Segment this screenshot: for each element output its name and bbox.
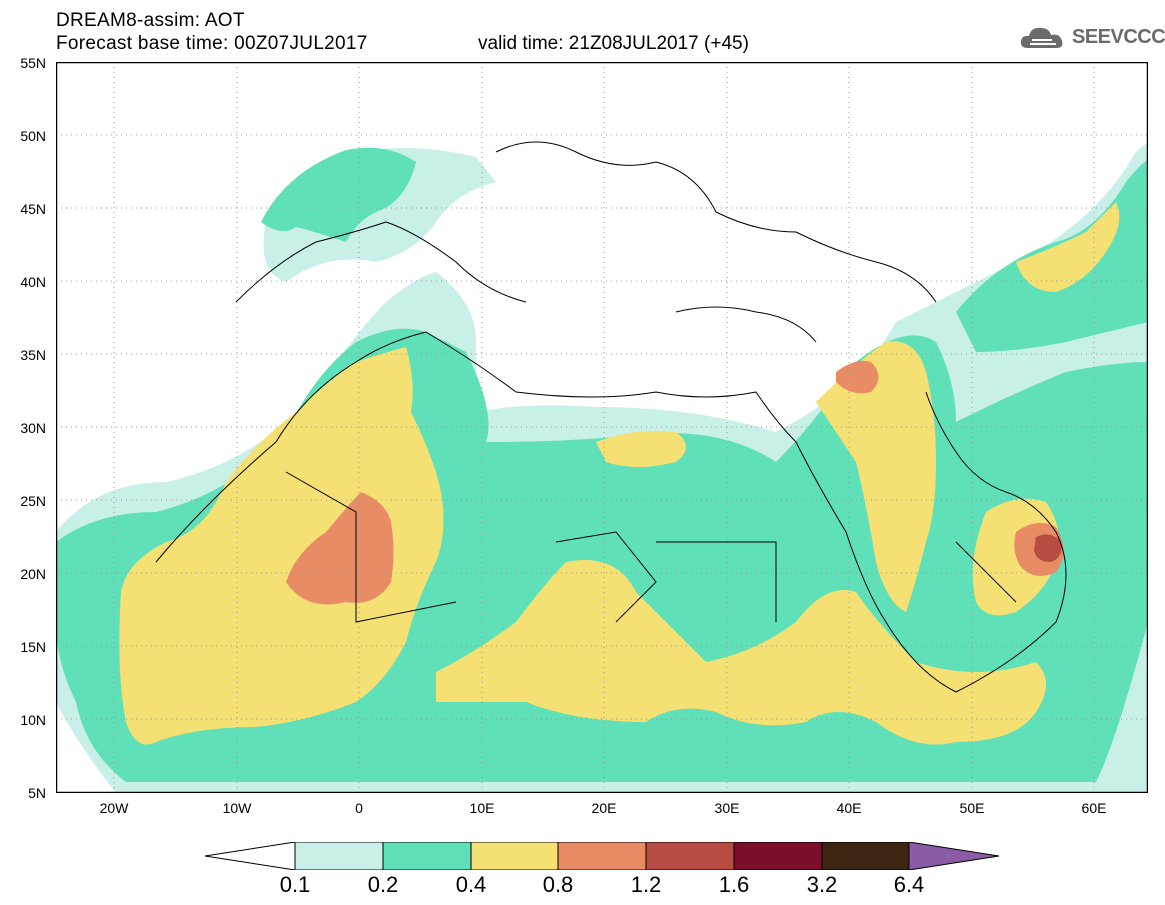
lon-label: 10W [222, 800, 252, 816]
lat-label: 50N [20, 128, 46, 144]
lon-label: 20W [99, 800, 129, 816]
colorbar-swatch [205, 842, 296, 870]
colorbar-swatch [294, 842, 384, 870]
colorbar-label: 1.2 [630, 872, 662, 897]
aot-contour-0.8-iraq [836, 360, 879, 394]
lon-label: 40E [836, 800, 862, 816]
lon-label: 0 [355, 800, 363, 816]
aot-contour-1.2-oman [1034, 534, 1062, 562]
lat-label: 35N [20, 347, 46, 363]
lat-label: 45N [20, 201, 46, 217]
lon-label: 50E [959, 800, 985, 816]
lon-label: 10E [469, 800, 495, 816]
logo-text: SEEVCCC [1072, 26, 1165, 48]
colorbar-label: 3.2 [806, 872, 838, 897]
grid-lines [56, 62, 1148, 793]
cloud-icon [1020, 27, 1063, 48]
aot-contour-0.8-sahara [286, 492, 394, 605]
colorbar-label: 6.4 [893, 872, 925, 897]
forecast-base-time: Forecast base time: 00Z07JUL2017 [56, 33, 368, 54]
colorbar-swatch [557, 842, 647, 870]
lat-label: 5N [28, 785, 46, 801]
aot-contour-0.4-libya [596, 430, 686, 467]
lat-label: 20N [20, 566, 46, 582]
colorbar-swatch [382, 842, 472, 870]
colorbar-swatch [470, 842, 559, 870]
aot-contour-0.4-caspian [1016, 202, 1120, 292]
colorbar-swatch [733, 842, 823, 870]
aot-contour-0.2-iberia [261, 147, 416, 242]
lon-label: 20E [591, 800, 617, 816]
aot-contour-0.4-west [119, 347, 444, 745]
lat-label: 10N [20, 712, 46, 728]
colorbar-label: 0.2 [367, 872, 399, 897]
colorbar-swatch [821, 842, 910, 870]
valid-time: valid time: 21Z08JUL2017 (+45) [478, 33, 749, 54]
lat-label: 40N [20, 274, 46, 290]
colorbar-label: 0.4 [455, 872, 487, 897]
aot-map [56, 62, 1148, 793]
colorbar-swatch [645, 842, 735, 870]
coastlines [155, 141, 1067, 693]
lat-label: 15N [20, 639, 46, 655]
aot-contour-0.4-arabia [816, 341, 936, 612]
lat-label: 55N [20, 55, 46, 71]
aot-contour-0.4-central [436, 560, 1046, 745]
seevccc-logo: SEEVCCC [1018, 22, 1165, 56]
colorbar-label: 0.8 [542, 872, 574, 897]
map-frame [56, 62, 1148, 793]
map-title: DREAM8-assim: AOT [56, 10, 245, 31]
colorbar-swatch [908, 842, 1000, 870]
colorbar [205, 842, 1000, 870]
lat-label: 30N [20, 420, 46, 436]
colorbar-label: 0.1 [279, 872, 311, 897]
lon-label: 30E [714, 800, 740, 816]
colorbar-label: 1.6 [718, 872, 750, 897]
lat-label: 25N [20, 493, 46, 509]
lon-label: 60E [1081, 800, 1107, 816]
